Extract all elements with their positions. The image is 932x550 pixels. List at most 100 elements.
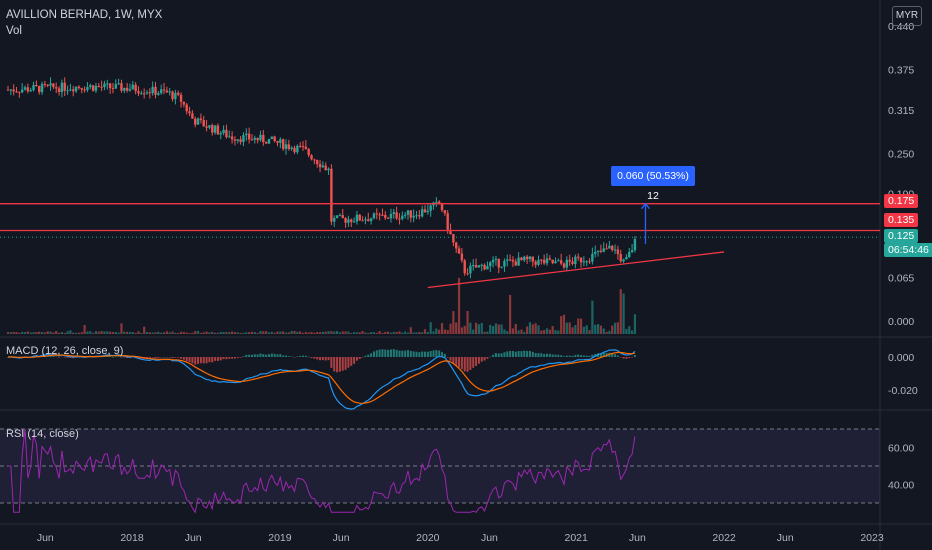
volume-bar <box>367 332 370 334</box>
volume-bar <box>137 331 140 334</box>
macd-histogram-bar <box>435 350 438 357</box>
volume-bar <box>588 330 591 334</box>
macd-histogram-bar <box>384 349 387 357</box>
macd-histogram-bar <box>424 351 427 357</box>
candle-body <box>429 205 432 211</box>
candle-body <box>247 133 251 140</box>
measure-label[interactable]: 0.060 (50.53%) 12 <box>611 166 695 202</box>
candle-body <box>540 259 543 261</box>
volume-bar <box>483 331 486 334</box>
volume-bar <box>480 322 483 334</box>
macd-histogram-bar <box>279 354 282 357</box>
candle-body <box>333 217 336 222</box>
macd-histogram-bar <box>131 357 134 358</box>
volume-bar <box>117 332 120 334</box>
macd-histogram-bar <box>375 350 378 357</box>
volume-bar <box>299 331 302 334</box>
candle-body <box>259 134 262 141</box>
volume-bar <box>284 332 288 334</box>
volume-bar <box>415 332 418 334</box>
macd-histogram-bar <box>577 354 580 357</box>
macd-histogram-bar <box>313 357 316 359</box>
volume-bar <box>455 322 458 334</box>
volume-bar <box>327 331 330 334</box>
macd-histogram-bar <box>222 357 225 360</box>
volume-bar <box>528 322 532 334</box>
macd-label[interactable]: MACD (12, 26, close, 9) <box>6 345 124 357</box>
volume-bar <box>630 330 634 334</box>
volume-bar <box>304 332 307 334</box>
candle-body <box>486 266 489 270</box>
candle-body <box>100 86 103 88</box>
volume-bar <box>100 331 103 334</box>
volume-bar <box>12 332 15 334</box>
macd-histogram-bar <box>614 354 617 357</box>
macd-histogram-bar <box>140 357 143 359</box>
macd-histogram-bar <box>378 349 381 357</box>
candle-body <box>401 215 404 219</box>
volume-bar <box>239 332 242 334</box>
volume-bar <box>321 331 324 334</box>
macd-histogram-bar <box>458 357 461 368</box>
candle-body <box>134 84 137 92</box>
candle-body <box>196 118 200 125</box>
candle-body <box>497 258 500 268</box>
macd-histogram-bar <box>381 349 384 357</box>
candle-body <box>12 89 15 92</box>
volume-bar <box>574 325 577 334</box>
volume-bar <box>466 311 469 334</box>
candle-body <box>296 145 299 153</box>
volume-bar <box>355 332 359 334</box>
candle-body <box>287 144 291 149</box>
macd-histogram-bar <box>455 357 458 366</box>
volume-bar <box>18 332 21 334</box>
macd-histogram-bar <box>319 357 322 361</box>
macd-histogram-bar <box>52 355 55 357</box>
candle-body <box>355 214 359 222</box>
volume-bar <box>352 332 356 334</box>
candle-body <box>26 87 30 92</box>
rsi-pane <box>0 428 880 514</box>
candle-body <box>279 139 282 143</box>
trendline <box>427 251 725 289</box>
volume-bar <box>213 332 217 334</box>
candle-body <box>225 129 228 138</box>
candle-body <box>588 261 591 263</box>
currency-button[interactable]: MYR <box>892 6 922 26</box>
candle-body <box>276 140 279 143</box>
volume-bar <box>162 332 166 334</box>
candle-body <box>321 165 325 168</box>
macd-histogram-bar <box>299 355 302 357</box>
candle-body <box>264 142 268 144</box>
candle-body <box>398 218 401 220</box>
rsi-label[interactable]: RSI (14, close) <box>6 428 79 440</box>
volume-bar <box>83 324 86 334</box>
candle-body <box>80 87 83 90</box>
volume-bar <box>333 331 336 334</box>
candle-body <box>574 256 577 264</box>
candle-body <box>273 136 276 141</box>
volume-bar <box>66 331 69 334</box>
macd-histogram-bar <box>267 354 270 357</box>
volume-bar <box>531 324 534 334</box>
volume-bar <box>463 325 466 334</box>
volume-bar <box>341 331 344 334</box>
macd-histogram-bar <box>69 357 72 358</box>
volume-label: Vol <box>6 25 22 37</box>
volume-bar <box>23 332 27 334</box>
candle-body <box>103 83 106 88</box>
macd-histogram-bar <box>631 357 634 358</box>
volume-bar <box>472 329 475 334</box>
volume-bar <box>211 331 214 334</box>
volume-bar <box>452 311 455 334</box>
candle-body <box>384 215 387 218</box>
volume-bar <box>205 331 208 334</box>
volume-bar <box>222 332 225 334</box>
macd-tick-label: -0.020 <box>888 385 918 397</box>
volume-bar <box>276 331 279 334</box>
candle-body <box>230 136 234 140</box>
volume-bar <box>443 329 446 334</box>
candle-body <box>491 259 495 263</box>
macd-pane <box>7 349 636 410</box>
